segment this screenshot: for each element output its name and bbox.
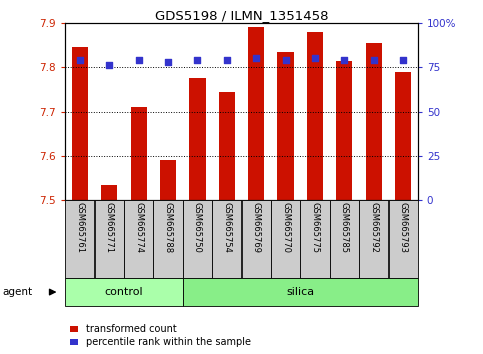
Text: agent: agent	[2, 287, 32, 297]
Point	[164, 59, 172, 65]
Text: GSM665761: GSM665761	[75, 202, 85, 253]
Bar	[72, 47, 88, 200]
Bar	[189, 78, 205, 200]
Bar	[101, 184, 117, 200]
Point	[76, 57, 84, 63]
Bar	[130, 107, 147, 200]
Bar	[183, 279, 418, 306]
Bar	[124, 200, 153, 278]
Text: control: control	[105, 287, 143, 297]
Text: GSM665754: GSM665754	[222, 202, 231, 253]
Text: GSM665774: GSM665774	[134, 202, 143, 253]
Text: GSM665785: GSM665785	[340, 202, 349, 253]
Bar	[160, 160, 176, 200]
Legend: transformed count, percentile rank within the sample: transformed count, percentile rank withi…	[70, 325, 251, 347]
Text: GSM665792: GSM665792	[369, 202, 378, 253]
Text: silica: silica	[286, 287, 314, 297]
Bar	[212, 200, 242, 278]
Point	[135, 57, 142, 63]
Bar	[330, 200, 359, 278]
Bar	[359, 200, 388, 278]
Point	[194, 57, 201, 63]
Bar	[336, 61, 353, 200]
Point	[105, 63, 113, 68]
Point	[282, 57, 289, 63]
Point	[370, 57, 378, 63]
Bar	[95, 200, 124, 278]
Text: GSM665788: GSM665788	[164, 202, 172, 253]
Bar	[219, 92, 235, 200]
Point	[399, 57, 407, 63]
Bar	[154, 200, 183, 278]
Point	[223, 57, 231, 63]
Bar	[242, 200, 271, 278]
Text: GSM665769: GSM665769	[252, 202, 261, 253]
Point	[341, 57, 348, 63]
Bar	[395, 72, 411, 200]
Bar	[65, 200, 95, 278]
Bar	[183, 200, 212, 278]
Bar	[271, 200, 300, 278]
Text: GSM665771: GSM665771	[105, 202, 114, 253]
Bar	[248, 28, 264, 200]
Text: GSM665770: GSM665770	[281, 202, 290, 253]
Bar	[307, 32, 323, 200]
Text: GSM665750: GSM665750	[193, 202, 202, 253]
Bar	[366, 43, 382, 200]
Bar	[65, 279, 183, 306]
Bar	[388, 200, 418, 278]
Text: GDS5198 / ILMN_1351458: GDS5198 / ILMN_1351458	[155, 9, 328, 22]
Point	[252, 56, 260, 61]
Text: GSM665775: GSM665775	[311, 202, 319, 253]
Bar	[300, 200, 329, 278]
Bar	[278, 52, 294, 200]
Point	[311, 56, 319, 61]
Text: GSM665793: GSM665793	[398, 202, 408, 253]
